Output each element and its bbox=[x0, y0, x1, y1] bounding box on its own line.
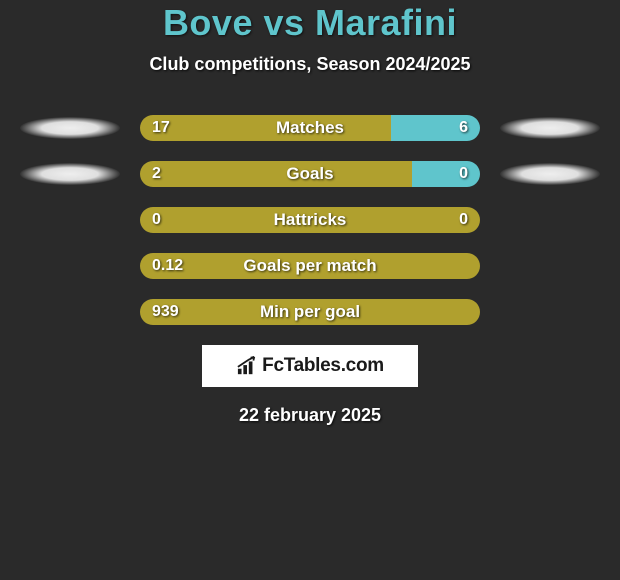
stat-bar: 0.12Goals per match bbox=[140, 253, 480, 279]
player-shadow-right bbox=[500, 163, 600, 185]
stat-row: 17Matches6 bbox=[0, 115, 620, 141]
stat-value-right: 0 bbox=[459, 161, 468, 187]
player-shadow-left bbox=[20, 255, 120, 277]
player-shadow-right bbox=[500, 255, 600, 277]
bar-chart-icon bbox=[236, 356, 258, 376]
stat-value-right: 6 bbox=[459, 115, 468, 141]
stat-row: 0Hattricks0 bbox=[0, 207, 620, 233]
brand-logo-text: FcTables.com bbox=[262, 355, 384, 377]
stat-name: Min per goal bbox=[140, 299, 480, 325]
stat-name: Matches bbox=[140, 115, 480, 141]
player-shadow-left bbox=[20, 163, 120, 185]
stat-value-right: 0 bbox=[459, 207, 468, 233]
stat-name: Goals bbox=[140, 161, 480, 187]
subtitle: Club competitions, Season 2024/2025 bbox=[0, 54, 620, 75]
player-shadow-left bbox=[20, 209, 120, 231]
stat-bar: 0Hattricks0 bbox=[140, 207, 480, 233]
stat-rows: 17Matches62Goals00Hattricks00.12Goals pe… bbox=[0, 115, 620, 325]
stat-row: 939Min per goal bbox=[0, 299, 620, 325]
comparison-infographic: Bove vs Marafini Club competitions, Seas… bbox=[0, 0, 620, 426]
stat-name: Goals per match bbox=[140, 253, 480, 279]
player-shadow-left bbox=[20, 301, 120, 323]
brand-logo: FcTables.com bbox=[236, 355, 384, 377]
stat-bar: 2Goals0 bbox=[140, 161, 480, 187]
stat-row: 2Goals0 bbox=[0, 161, 620, 187]
player-shadow-right bbox=[500, 117, 600, 139]
player-shadow-left bbox=[20, 117, 120, 139]
page-title: Bove vs Marafini bbox=[0, 2, 620, 44]
player-shadow-right bbox=[500, 209, 600, 231]
date-label: 22 february 2025 bbox=[0, 405, 620, 426]
stat-row: 0.12Goals per match bbox=[0, 253, 620, 279]
player-shadow-right bbox=[500, 301, 600, 323]
stat-bar: 17Matches6 bbox=[140, 115, 480, 141]
stat-name: Hattricks bbox=[140, 207, 480, 233]
brand-logo-box: FcTables.com bbox=[202, 345, 418, 387]
stat-bar: 939Min per goal bbox=[140, 299, 480, 325]
